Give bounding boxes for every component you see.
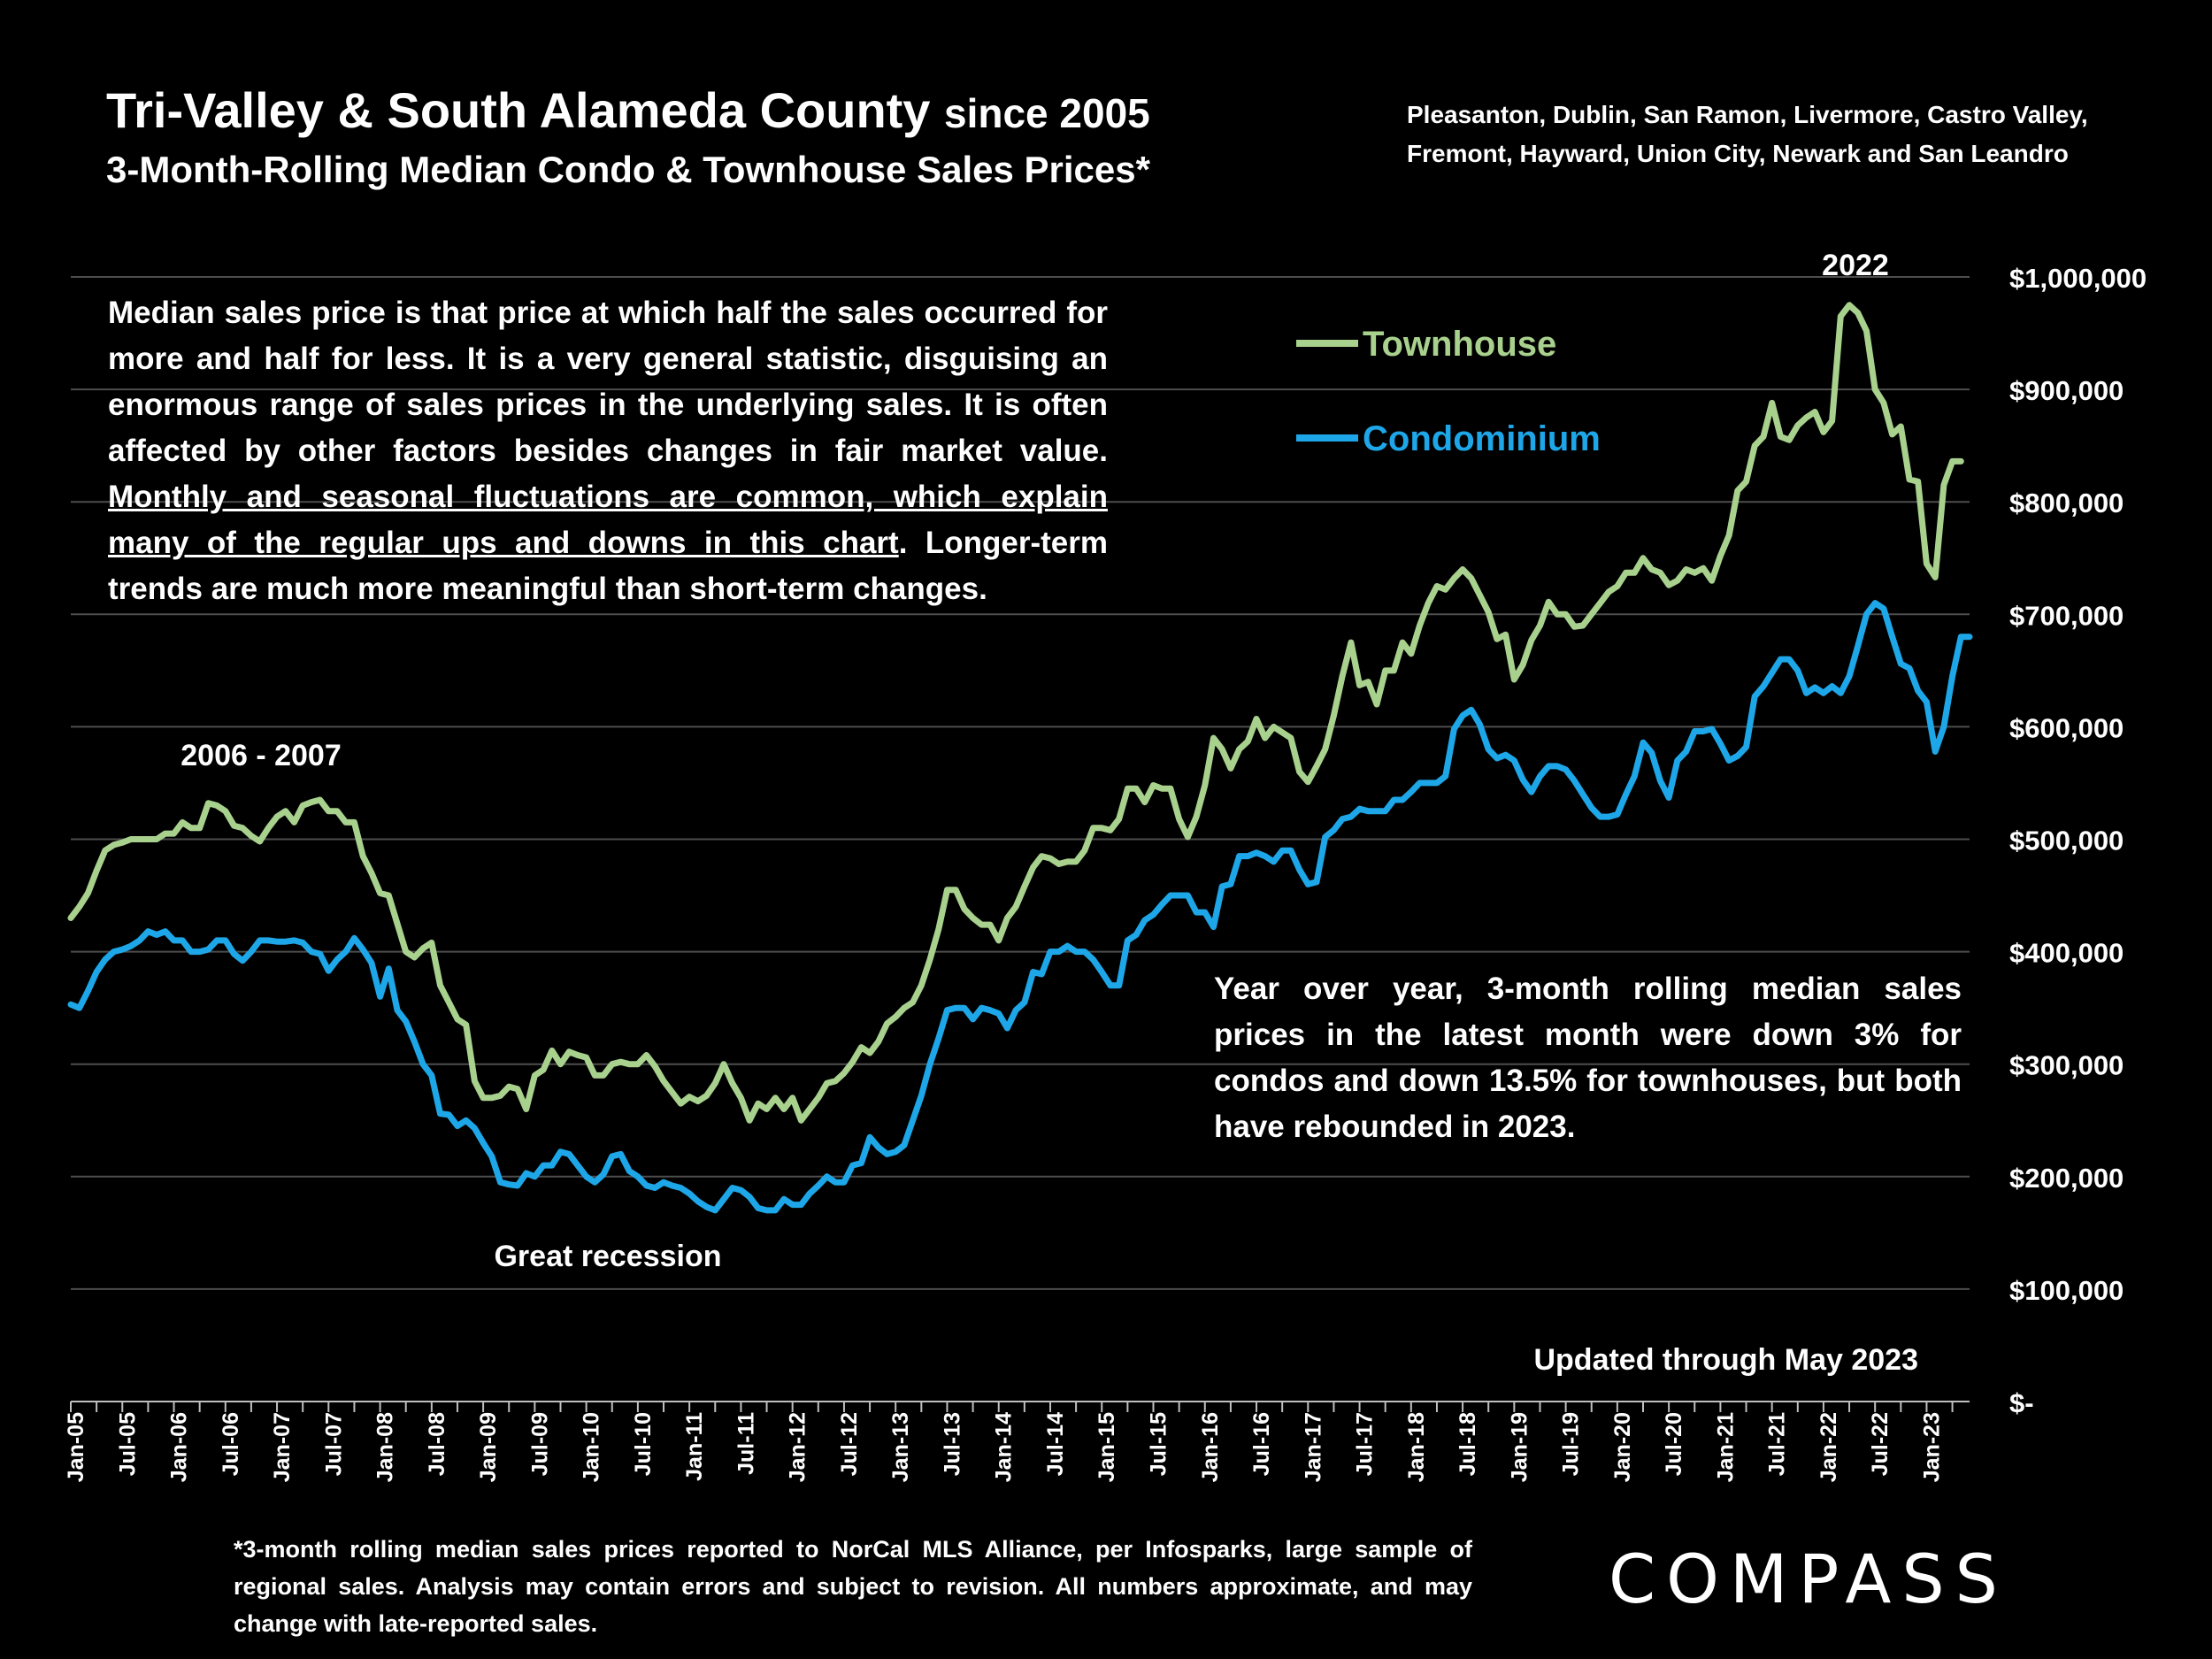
y-tick-label: $- [2009,1387,2034,1418]
chart-title-suffix: since 2005 [944,90,1150,136]
compass-logo: COMPASS [1609,1540,2008,1618]
y-tick-label: $300,000 [2009,1050,2124,1081]
y-tick-label: $500,000 [2009,826,2124,856]
x-tick-label: Jan-14 [992,1412,1017,1482]
x-axis-tick-labels: Jan-05 Jul-05 Jan-06 Jul-06 Jan-07 Jul-07 Jan-… [64,1412,1944,1482]
y-tick-label: $100,000 [2009,1275,2124,1306]
x-tick-label: Jan-20 [1610,1412,1635,1482]
x-tick-label: Jan-10 [580,1412,604,1482]
x-tick-label: Jan-06 [167,1412,192,1482]
annotation-great-recession: Great recession [494,1240,721,1273]
region-list: Pleasanton, Dublin, San Ramon, Livermore… [1407,96,2088,173]
x-tick-label: Jan-12 [786,1412,810,1482]
y-tick-label: $200,000 [2009,1163,2124,1194]
x-tick-label: Jan-19 [1507,1412,1532,1482]
x-tick-label: Jan-16 [1198,1412,1223,1482]
x-tick-label: Jul-09 [527,1412,552,1476]
region-list-line-2: Fremont, Hayward, Union City, Newark and… [1407,140,2069,167]
year-over-year-note: Year over year, 3-month rolling median s… [1214,972,1962,1144]
x-tick-label: Jan-09 [476,1412,501,1482]
annotation-2022: 2022 [1822,249,1889,282]
legend: Townhouse Condominium [1296,325,1601,458]
x-tick-label: Jul-08 [425,1412,449,1476]
x-tick-label: Jul-20 [1662,1412,1686,1476]
x-tick-label: Jan-05 [64,1412,88,1482]
series-line-condominium [67,600,1973,1214]
chart-title-main: Tri-Valley & South Alameda County [106,82,931,138]
x-tick-label: Jul-10 [631,1412,656,1476]
x-tick-label: Jan-08 [373,1412,398,1482]
x-tick-label: Jan-22 [1816,1412,1841,1482]
x-tick-label: Jan-18 [1404,1412,1429,1482]
region-list-line-1: Pleasanton, Dublin, San Ramon, Livermore… [1407,101,2088,128]
x-tick-label: Jul-16 [1249,1412,1274,1476]
x-tick-label: Jul-05 [115,1412,140,1476]
series-line-townhouse [67,302,1964,1124]
legend-label-townhouse: Townhouse [1363,325,1556,364]
y-tick-label: $400,000 [2009,938,2124,969]
x-tick-label: Jan-11 [682,1412,707,1481]
gridlines [71,276,1970,1290]
x-tick-label: Jul-14 [1043,1412,1068,1476]
x-tick-label: Jan-17 [1301,1412,1325,1482]
x-tick-label: Jul-13 [940,1412,964,1476]
y-tick-label: $600,000 [2009,712,2124,743]
legend-label-condominium: Condominium [1363,419,1601,458]
x-tick-label: Jul-11 [733,1412,758,1475]
x-tick-label: Jan-21 [1713,1412,1738,1482]
x-tick-label: Jan-23 [1919,1412,1944,1482]
x-tick-label: Jul-19 [1559,1412,1584,1476]
x-tick-label: Jul-07 [321,1412,346,1476]
chart-title: Tri-Valley & South Alameda County since … [106,81,1150,139]
y-tick-label: $700,000 [2009,600,2124,631]
x-tick-label: Jul-22 [1868,1412,1893,1476]
axes [70,1401,1970,1412]
median-explanation-part-2: . Longer-term trends are much more meani… [108,526,1108,606]
annotation-updated-through: Updated through May 2023 [1533,1343,1918,1377]
x-tick-label: Jul-15 [1147,1412,1171,1476]
y-axis-tick-labels: $- $100,000 $200,000 $300,000 $400,000 $500,0… [2009,263,2147,1418]
x-tick-label: Jul-12 [837,1412,862,1476]
annotation-2006-2007: 2006 - 2007 [180,739,342,772]
footnote: *3-month rolling median sales prices rep… [234,1536,1472,1637]
y-tick-label: $900,000 [2009,375,2124,406]
median-explanation-text: Median sales price is that price at whic… [108,290,1108,612]
median-explanation-underlined: Monthly and seasonal fluctuations are co… [108,480,1108,560]
x-tick-label: Jul-18 [1455,1412,1480,1476]
x-tick-label: Jan-15 [1094,1412,1119,1482]
chart-subtitle-main: 3-Month-Rolling Median Condo & Townhouse… [106,149,1150,190]
series-lines [67,302,1973,1214]
x-tick-label: Jul-17 [1353,1412,1378,1476]
x-tick-label: Jan-13 [888,1412,913,1482]
y-tick-label: $1,000,000 [2009,263,2147,294]
x-tick-label: Jul-21 [1765,1412,1790,1476]
y-tick-label: $800,000 [2009,488,2124,518]
x-tick-label: Jan-07 [270,1412,295,1482]
legend-item-condominium: Condominium [1296,419,1601,458]
median-explanation-part-1: Median sales price is that price at whic… [108,296,1108,468]
x-tick-label: Jul-06 [219,1412,243,1476]
legend-item-townhouse: Townhouse [1296,325,1556,364]
